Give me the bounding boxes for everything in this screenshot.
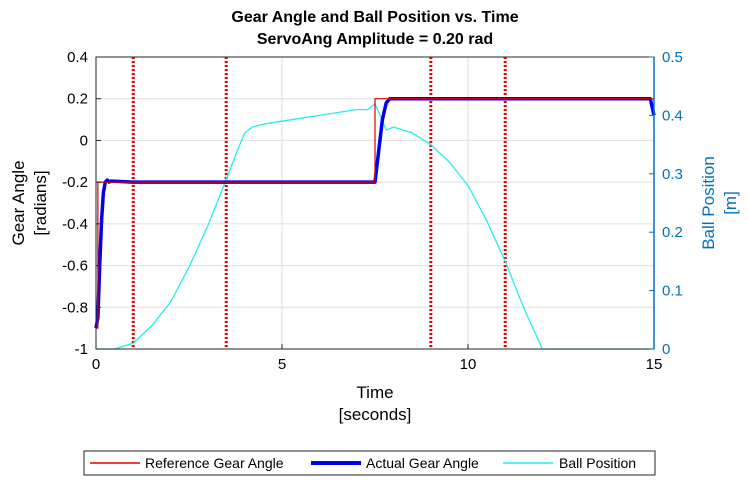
left-tick-label: 0 — [80, 132, 88, 149]
right-axis-unit: [m] — [721, 191, 740, 215]
axis-ticks: 0 5 10 15 -1 -0.8 -0.6 -0.4 -0.2 0 0.2 0.4 0 0.1 0.2 0.… — [62, 49, 683, 373]
legend-label-actual: Actual Gear Angle — [366, 455, 479, 471]
left-tick-label: -0.6 — [62, 258, 88, 275]
x-tick-label: 0 — [92, 356, 100, 373]
right-axis-label: Ball Position — [699, 156, 718, 250]
legend: Reference Gear Angle Actual Gear Angle B… — [83, 450, 656, 476]
legend-label-ball: Ball Position — [559, 455, 636, 471]
x-axis-label: Time — [356, 383, 393, 402]
ball-position-line — [96, 103, 654, 350]
x-tick-label: 5 — [278, 356, 286, 373]
left-tick-label: 0.4 — [67, 49, 88, 66]
chart-subtitle: ServoAng Amplitude = 0.20 rad — [257, 31, 493, 48]
left-tick-label: 0.2 — [67, 91, 88, 108]
x-tick-label: 10 — [460, 356, 477, 373]
right-tick-label: 0.1 — [662, 283, 683, 300]
left-tick-label: -0.8 — [62, 299, 88, 316]
legend-box — [83, 450, 656, 476]
right-tick-label: 0.3 — [662, 166, 683, 183]
left-tick-label: -0.2 — [62, 174, 88, 191]
x-axis-unit: [seconds] — [339, 405, 412, 424]
left-axis-label: Gear Angle — [9, 160, 28, 245]
right-tick-label: 0.4 — [662, 107, 683, 124]
left-tick-label: -0.4 — [62, 216, 88, 233]
chart-title: Gear Angle and Ball Position vs. Time — [231, 9, 518, 26]
right-tick-label: 0.2 — [662, 224, 683, 241]
x-tick-label: 15 — [646, 356, 663, 373]
reference-gear-angle-line — [96, 98, 654, 329]
left-axis-unit: [radians] — [31, 170, 50, 235]
right-tick-label: 0 — [662, 341, 670, 358]
right-tick-label: 0.5 — [662, 49, 683, 66]
legend-label-reference: Reference Gear Angle — [145, 455, 284, 471]
left-tick-label: -1 — [75, 341, 88, 358]
plot-area — [94, 57, 656, 350]
